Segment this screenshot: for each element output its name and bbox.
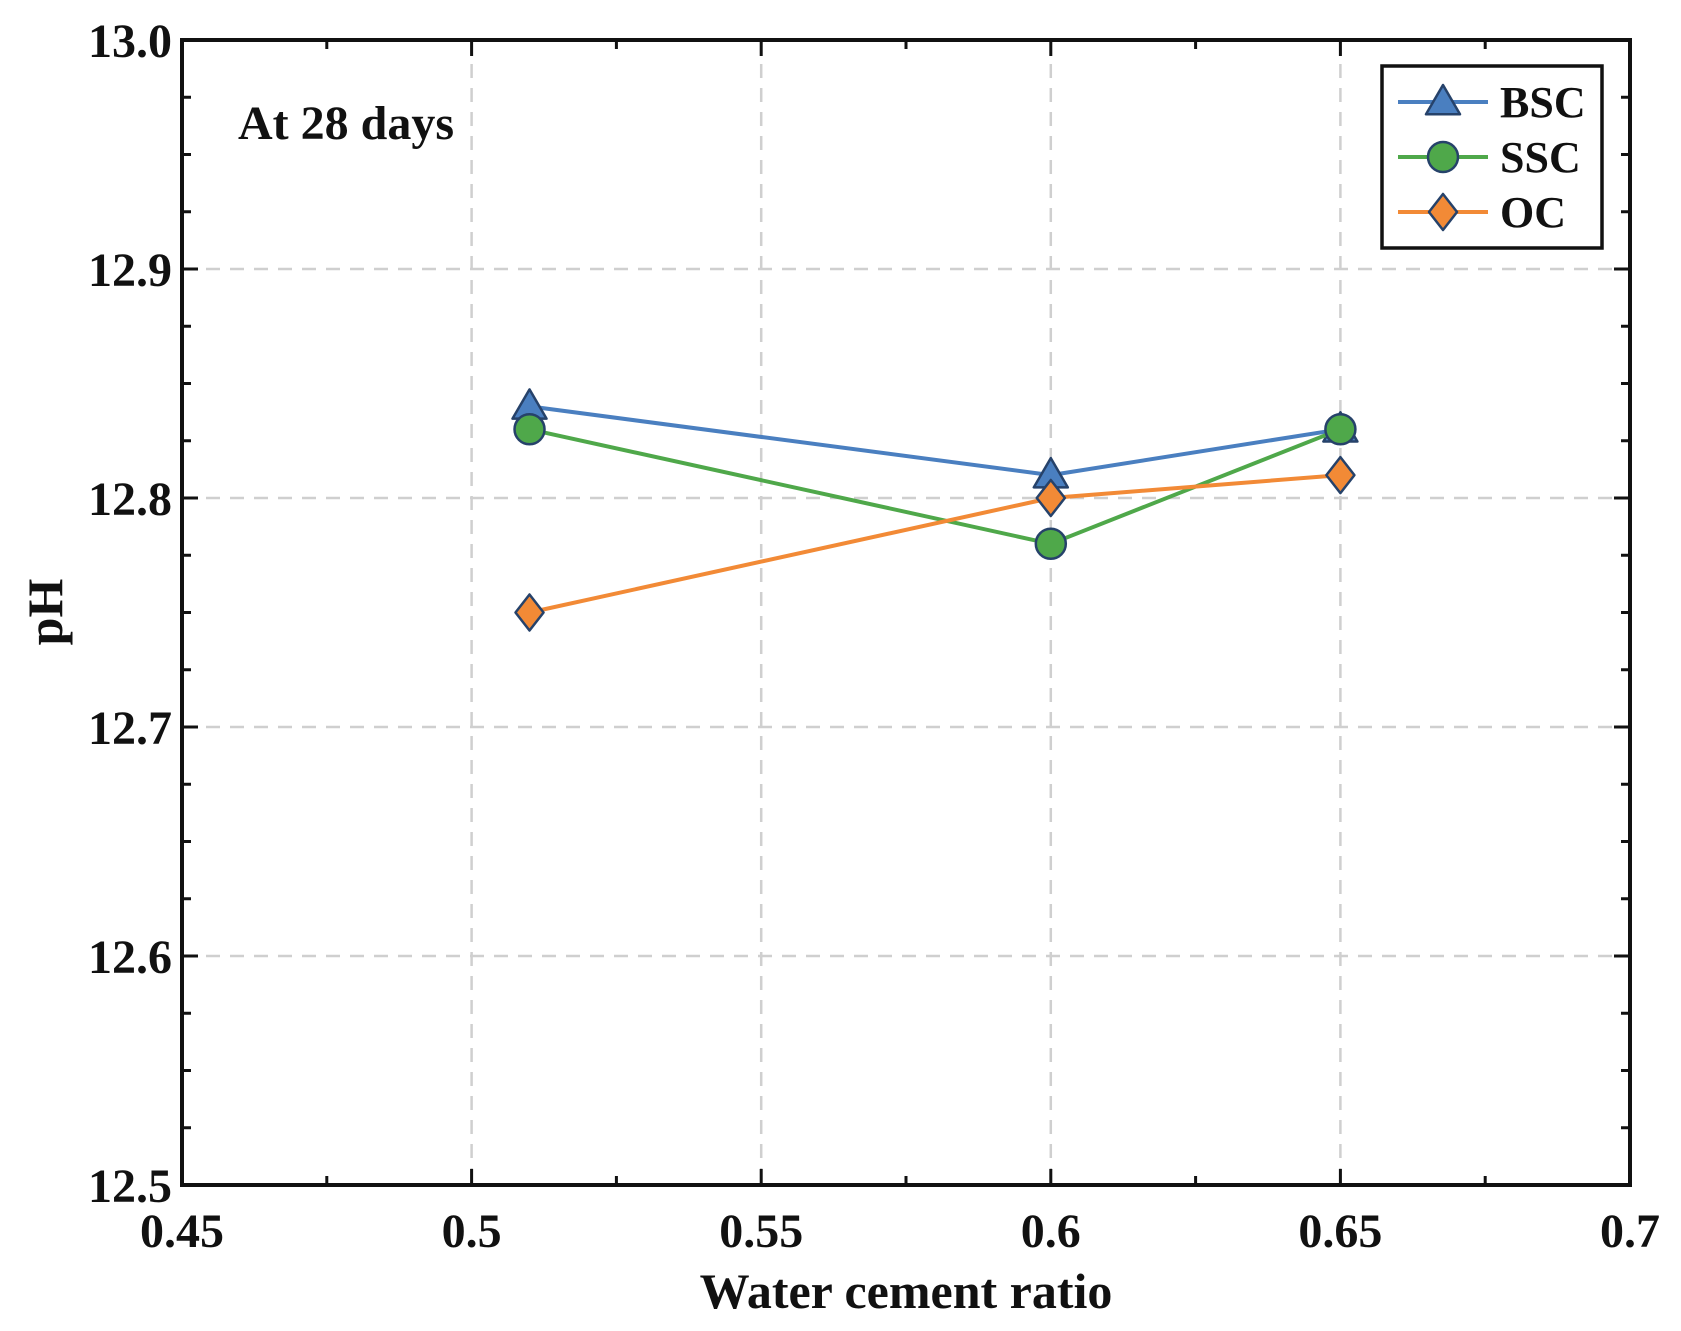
- data-point-oc: [1325, 455, 1356, 495]
- legend-item-oc: OC: [1398, 188, 1566, 237]
- data-point-ssc: [513, 413, 546, 446]
- chart-annotation: At 28 days: [238, 97, 454, 150]
- legend-label-bsc: BSC: [1500, 78, 1586, 127]
- x-axis-title: Water cement ratio: [700, 1263, 1113, 1319]
- data-point-oc: [514, 593, 545, 632]
- x-tick-label: 0.45: [140, 1205, 224, 1258]
- y-tick-label: 13.0: [88, 15, 172, 68]
- y-tick-label: 12.5: [88, 1160, 172, 1213]
- y-axis-title: pH: [17, 579, 73, 646]
- series-line-bsc: [529, 404, 1341, 478]
- y-tick-label: 12.9: [88, 244, 172, 297]
- legend-items: BSC SSC OC: [1398, 78, 1586, 237]
- data-point-oc: [1035, 478, 1067, 518]
- x-tick-labels: 0.45 0.5 0.55 0.6 0.65 0.7: [140, 1205, 1660, 1258]
- legend-marker-bsc: [1424, 83, 1462, 116]
- series-ssc: [513, 413, 1357, 561]
- y-tick-label: 12.7: [88, 702, 172, 755]
- y-tick-label: 12.8: [88, 473, 172, 526]
- grid: [182, 40, 1630, 1185]
- axis-ticks: [180, 38, 1632, 1187]
- series-layer: [511, 388, 1359, 632]
- legend-marker-ssc: [1426, 140, 1460, 174]
- data-point-ssc: [1324, 413, 1357, 446]
- legend-item-ssc: SSC: [1398, 133, 1581, 182]
- legend-label-oc: OC: [1500, 188, 1566, 237]
- x-tick-label: 0.55: [719, 1205, 803, 1258]
- y-tick-labels: 12.5 12.6 12.7 12.8 12.9 13.0: [88, 15, 172, 1213]
- legend-label-ssc: SSC: [1500, 133, 1581, 182]
- x-tick-label: 0.5: [442, 1205, 502, 1258]
- y-tick-label: 12.6: [88, 931, 172, 984]
- legend: BSC SSC OC: [1380, 64, 1604, 250]
- x-tick-label: 0.6: [1021, 1205, 1081, 1258]
- legend-marker-oc: [1427, 192, 1459, 232]
- series-line-oc: [529, 473, 1341, 615]
- data-point-ssc: [1034, 527, 1068, 561]
- legend-item-bsc: BSC: [1398, 78, 1586, 127]
- x-tick-label: 0.7: [1600, 1205, 1660, 1258]
- x-tick-label: 0.65: [1298, 1205, 1382, 1258]
- series-oc: [514, 455, 1356, 632]
